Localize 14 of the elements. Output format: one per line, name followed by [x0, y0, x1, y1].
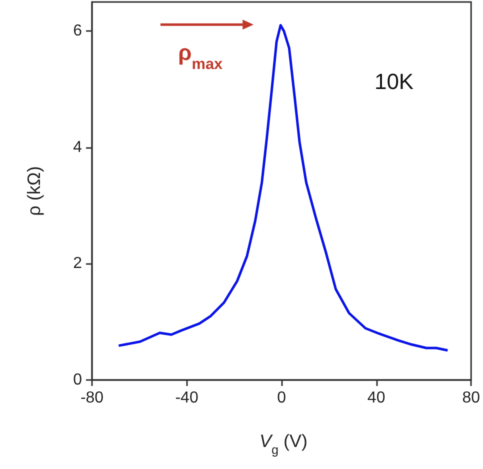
- annotation: 10K: [374, 69, 414, 94]
- annotation: ρ$_{max}$: [178, 40, 224, 73]
- y-tick-label: 4: [73, 138, 82, 156]
- y-axis-title: ρ (kΩ): [24, 166, 44, 216]
- x-axis-title: V$_{g}$ (V): [259, 431, 308, 457]
- y-tick-label: 0: [73, 372, 82, 388]
- y-tick-label: 6: [73, 22, 82, 40]
- x-tick-label: 0: [277, 390, 286, 406]
- x-tick-label: 40: [367, 390, 386, 406]
- x-tick-label: -80: [80, 390, 104, 406]
- line-series: [117, 24, 449, 352]
- x-tick-label: 80: [462, 390, 480, 406]
- y-tick-label: 2: [73, 255, 82, 272]
- x-tick-label: -40: [175, 390, 198, 406]
